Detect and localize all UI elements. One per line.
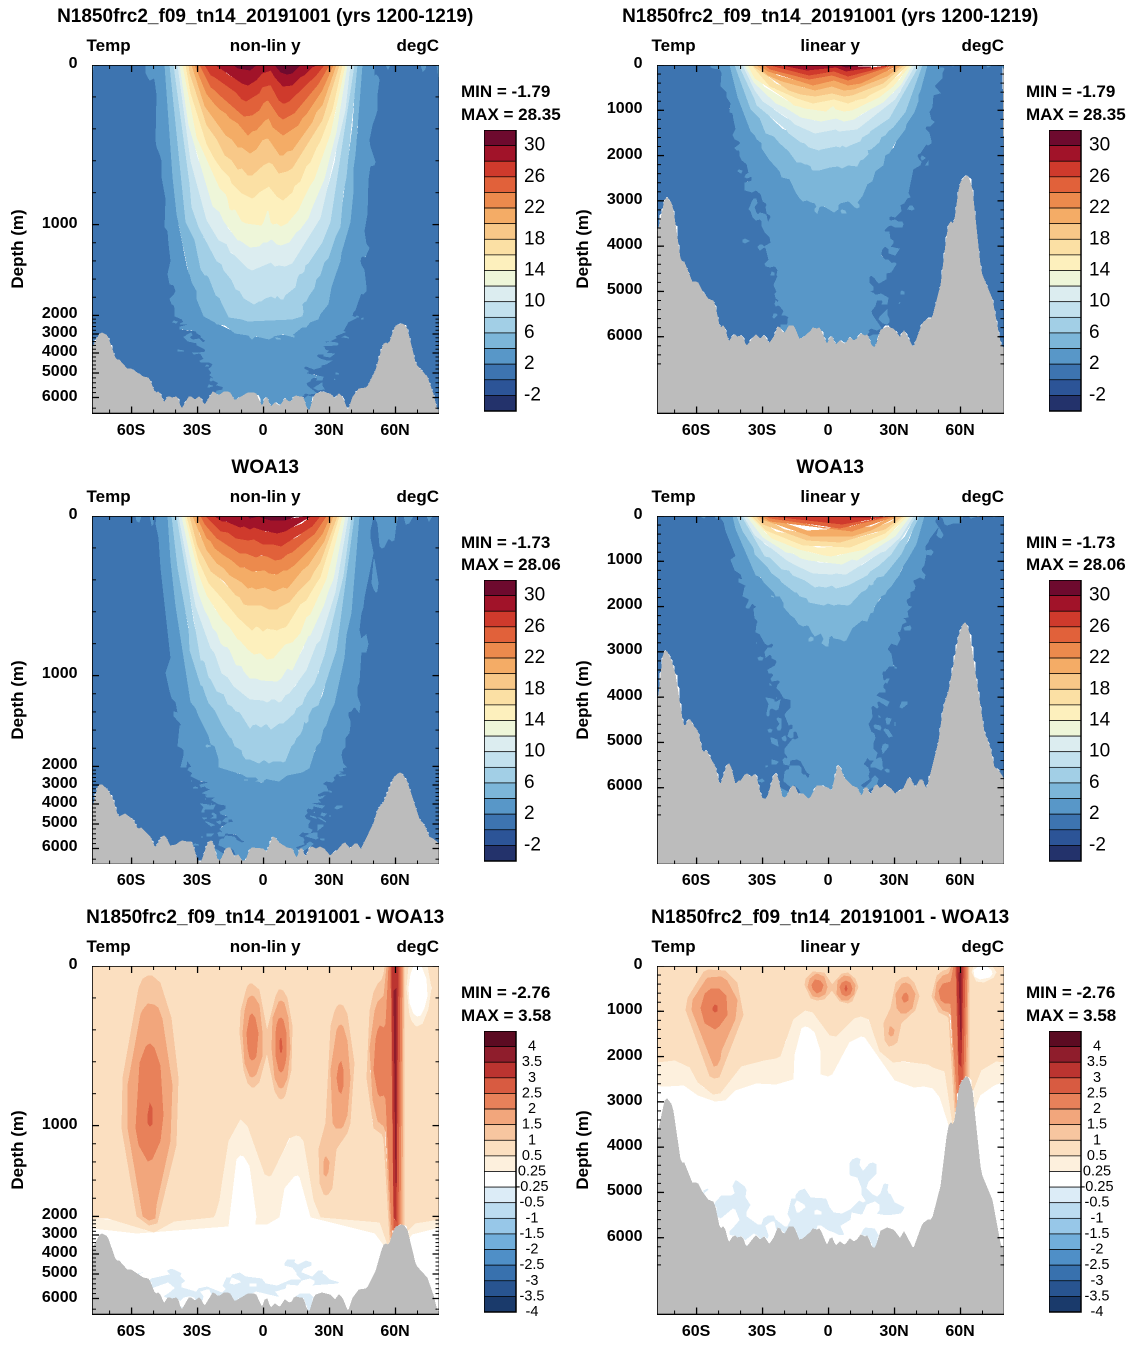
svg-text:14: 14 <box>524 710 546 731</box>
svg-text:-3.5: -3.5 <box>520 1288 545 1304</box>
svg-text:6: 6 <box>524 772 535 793</box>
svg-text:2.5: 2.5 <box>522 1085 542 1101</box>
svg-text:-1.5: -1.5 <box>520 1225 545 1241</box>
svg-text:-3: -3 <box>1091 1272 1104 1288</box>
svg-text:2: 2 <box>1089 353 1100 374</box>
svg-text:4: 4 <box>528 1038 536 1054</box>
svg-text:18: 18 <box>1089 678 1110 699</box>
svg-text:22: 22 <box>1089 197 1110 218</box>
svg-text:30: 30 <box>524 134 545 155</box>
svg-text:-2: -2 <box>1091 1241 1104 1257</box>
svg-text:6: 6 <box>524 321 535 342</box>
svg-text:-1.5: -1.5 <box>1085 1225 1110 1241</box>
svg-text:26: 26 <box>524 616 545 637</box>
svg-text:30: 30 <box>1089 134 1110 155</box>
svg-text:3: 3 <box>1093 1069 1101 1085</box>
svg-text:3.5: 3.5 <box>1087 1054 1107 1070</box>
svg-text:1.5: 1.5 <box>1087 1116 1107 1132</box>
svg-text:-1: -1 <box>1091 1210 1104 1226</box>
svg-text:2: 2 <box>524 803 535 824</box>
svg-text:-4: -4 <box>1091 1304 1104 1316</box>
svg-text:-4: -4 <box>526 1304 539 1316</box>
svg-text:6: 6 <box>1089 321 1100 342</box>
svg-text:2: 2 <box>1093 1101 1101 1117</box>
svg-text:14: 14 <box>524 259 546 280</box>
svg-text:-2: -2 <box>526 1241 539 1257</box>
svg-text:18: 18 <box>524 678 545 699</box>
svg-text:18: 18 <box>524 228 545 249</box>
svg-text:3.5: 3.5 <box>522 1054 542 1070</box>
svg-text:22: 22 <box>524 647 545 668</box>
svg-text:2.5: 2.5 <box>1087 1085 1107 1101</box>
svg-text:-1: -1 <box>526 1210 539 1226</box>
svg-text:-2: -2 <box>1089 834 1106 855</box>
svg-text:14: 14 <box>1089 259 1111 280</box>
svg-text:22: 22 <box>524 197 545 218</box>
svg-text:10: 10 <box>524 741 545 762</box>
svg-text:10: 10 <box>524 290 545 311</box>
svg-text:1: 1 <box>1093 1132 1101 1148</box>
svg-text:1: 1 <box>528 1132 536 1148</box>
svg-text:-2.5: -2.5 <box>520 1257 545 1273</box>
svg-text:0.5: 0.5 <box>522 1147 542 1163</box>
svg-text:-2.5: -2.5 <box>1085 1257 1110 1273</box>
svg-text:-0.5: -0.5 <box>1085 1194 1110 1210</box>
svg-text:-0.5: -0.5 <box>520 1194 545 1210</box>
svg-text:-2: -2 <box>524 834 541 855</box>
svg-text:18: 18 <box>1089 228 1110 249</box>
svg-text:-3: -3 <box>526 1272 539 1288</box>
svg-text:-3.5: -3.5 <box>1085 1288 1110 1304</box>
svg-text:2: 2 <box>524 353 535 374</box>
svg-text:30: 30 <box>524 585 545 606</box>
svg-text:-2: -2 <box>1089 384 1106 405</box>
svg-text:26: 26 <box>1089 616 1110 637</box>
svg-text:2: 2 <box>1089 803 1100 824</box>
svg-text:0.25: 0.25 <box>518 1163 546 1179</box>
svg-text:4: 4 <box>1093 1038 1101 1054</box>
svg-text:26: 26 <box>524 165 545 186</box>
svg-text:10: 10 <box>1089 290 1110 311</box>
svg-text:3: 3 <box>528 1069 536 1085</box>
svg-text:30: 30 <box>1089 585 1110 606</box>
svg-text:14: 14 <box>1089 710 1111 731</box>
svg-text:2: 2 <box>528 1101 536 1117</box>
svg-text:-2: -2 <box>524 384 541 405</box>
svg-text:0.5: 0.5 <box>1087 1147 1107 1163</box>
svg-text:26: 26 <box>1089 165 1110 186</box>
svg-text:6: 6 <box>1089 772 1100 793</box>
svg-text:10: 10 <box>1089 741 1110 762</box>
svg-text:-0.25: -0.25 <box>1080 1179 1113 1195</box>
svg-text:22: 22 <box>1089 647 1110 668</box>
svg-text:-0.25: -0.25 <box>515 1179 548 1195</box>
svg-text:0.25: 0.25 <box>1083 1163 1111 1179</box>
svg-text:1.5: 1.5 <box>522 1116 542 1132</box>
